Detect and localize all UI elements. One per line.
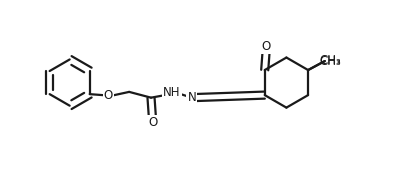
Text: N: N — [187, 91, 196, 104]
Text: CH₃: CH₃ — [320, 54, 342, 67]
Text: O: O — [262, 40, 271, 53]
Text: O: O — [148, 116, 157, 129]
Text: CH₃: CH₃ — [320, 55, 342, 68]
Text: NH: NH — [163, 86, 181, 99]
Text: O: O — [104, 89, 113, 102]
